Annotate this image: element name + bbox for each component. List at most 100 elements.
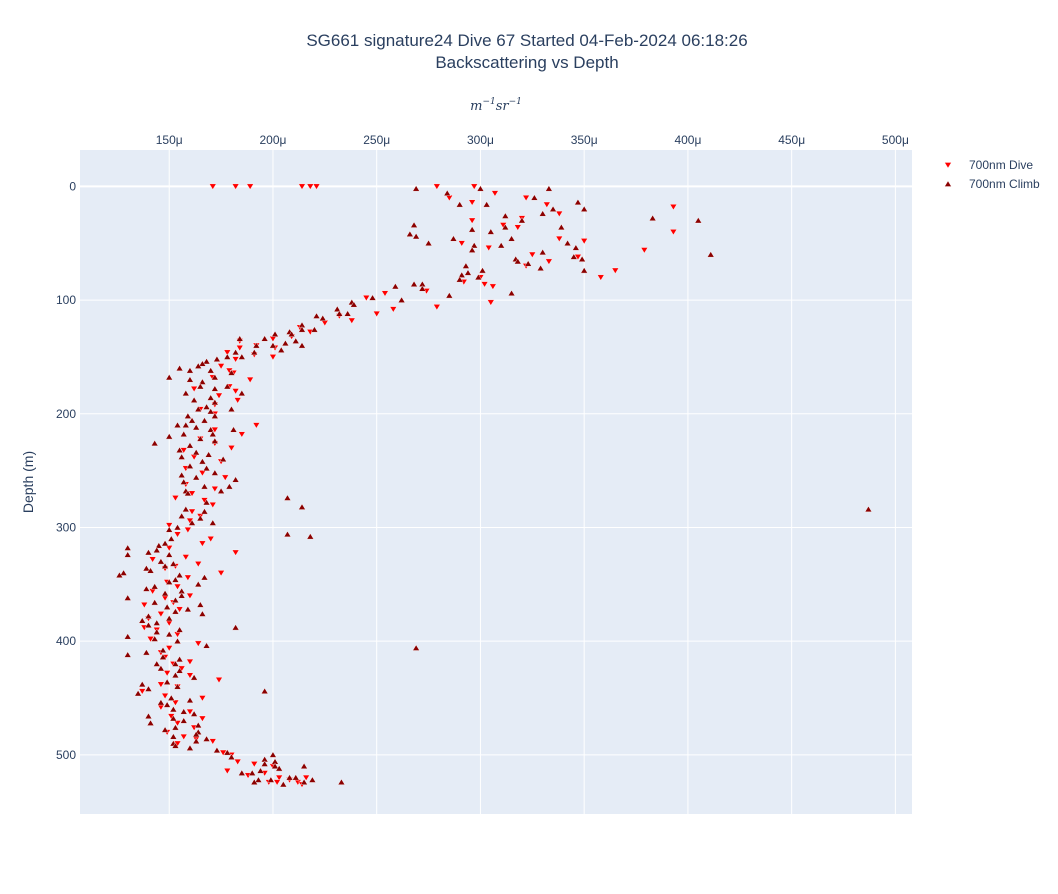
x-axis-unit-m: m [470,99,482,114]
data-point [194,580,203,588]
data-point [233,397,242,404]
data-point [173,583,182,591]
data-point [300,762,308,769]
series-layer [115,183,873,788]
data-point [150,599,159,606]
data-point [202,464,211,472]
data-point [165,373,173,381]
data-point [298,183,306,190]
data-point [217,487,225,494]
data-point [308,776,317,783]
data-point [175,626,184,633]
data-point [555,210,564,218]
data-point [281,339,290,347]
data-point [283,494,292,501]
data-point [150,583,159,590]
data-point [202,499,211,506]
data-point [225,483,234,490]
data-point [412,185,420,192]
data-point [134,690,142,697]
legend-item[interactable]: 700nm Dive [944,158,1034,172]
data-point [474,273,483,281]
data-point [144,612,153,619]
data-point [165,545,173,552]
data-point [292,337,300,344]
data-point [389,306,398,313]
data-point [173,531,182,538]
data-point [161,693,169,700]
series-700nm-climb [115,185,873,788]
data-point [468,226,476,233]
data-point [206,408,215,415]
data-point [179,717,188,724]
data-point [186,744,194,751]
data-point [173,637,182,644]
data-point [391,282,400,290]
data-point [186,696,194,704]
data-point [173,421,182,428]
data-point [200,508,209,515]
data-point [150,635,159,642]
data-point [169,715,178,722]
data-point [186,592,194,600]
data-point [138,680,146,688]
data-point [271,762,279,769]
data-point [155,542,163,549]
data-point [186,672,194,679]
data-point [514,224,522,231]
data-point [171,742,180,749]
data-point [202,642,211,649]
data-point [252,422,261,429]
data-point [165,526,173,533]
data-point [250,761,259,768]
data-point [227,753,236,760]
data-point [464,269,472,276]
data-point [184,527,192,534]
data-point [570,253,578,260]
data-point [238,431,246,438]
legend-item[interactable]: 700nm Climb [944,177,1040,191]
data-point [518,217,526,224]
data-point [507,289,516,297]
data-point [362,295,371,302]
data-point [246,183,254,190]
data-point [146,719,155,726]
data-point [198,378,207,385]
data-point [165,433,173,440]
data-point [148,556,157,563]
data-point [250,348,259,356]
data-point [227,405,236,412]
data-point [209,430,217,437]
data-point [312,183,321,190]
data-point [300,778,308,785]
data-point [179,708,188,715]
data-point [580,267,588,274]
legend[interactable]: 700nm Dive 700nm Climb [944,158,1040,191]
data-point [484,245,493,252]
data-point [190,674,198,681]
data-point [169,705,178,713]
data-point [157,558,165,565]
legend-marker-icon [944,180,952,187]
data-point [283,530,292,538]
data-point [238,353,246,360]
data-point [119,569,128,576]
data-point [580,238,588,245]
data-point [186,442,194,449]
data-point [211,437,219,444]
data-point [198,540,207,547]
data-point [138,688,146,695]
data-point [184,605,192,613]
data-point [177,471,186,478]
data-point [410,280,418,287]
x-tick-label: 150μ [156,133,183,147]
data-point [163,603,171,610]
data-point [194,362,203,369]
data-point [184,574,192,581]
data-point [350,301,358,308]
data-point [231,348,240,356]
data-point [260,335,269,342]
data-point [648,214,657,221]
data-point [175,571,184,578]
data-point [470,242,478,249]
